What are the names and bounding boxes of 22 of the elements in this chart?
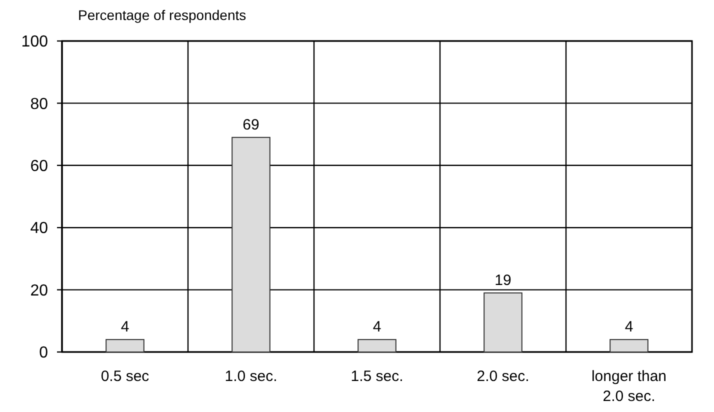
y-tick-label: 80	[30, 96, 48, 113]
bar	[232, 136, 270, 352]
y-tick-label: 20	[30, 282, 48, 300]
bar	[106, 339, 144, 352]
data-label: 4	[624, 318, 634, 336]
data-label: 4	[372, 318, 382, 336]
y-tick-label: 100	[21, 34, 48, 51]
x-tick-label: longer than 2.0 sec.	[591, 368, 667, 405]
data-label: 69	[242, 116, 260, 134]
y-axis-title: Percentage of respondents	[78, 7, 246, 23]
y-tick-label: 0	[39, 344, 48, 362]
data-label: 19	[494, 272, 512, 289]
y-tick-label: 60	[30, 158, 48, 175]
bar	[358, 339, 396, 352]
bar	[610, 339, 648, 352]
bar	[484, 292, 522, 352]
x-tick-label: 2.0 sec.	[476, 368, 530, 385]
data-label: 4	[120, 318, 130, 336]
x-tick-label: 1.5 sec.	[350, 368, 404, 385]
x-tick-label: 0.5 sec	[100, 368, 150, 385]
x-tick-label: 1.0 sec.	[224, 368, 278, 385]
y-tick-label: 40	[30, 220, 48, 238]
